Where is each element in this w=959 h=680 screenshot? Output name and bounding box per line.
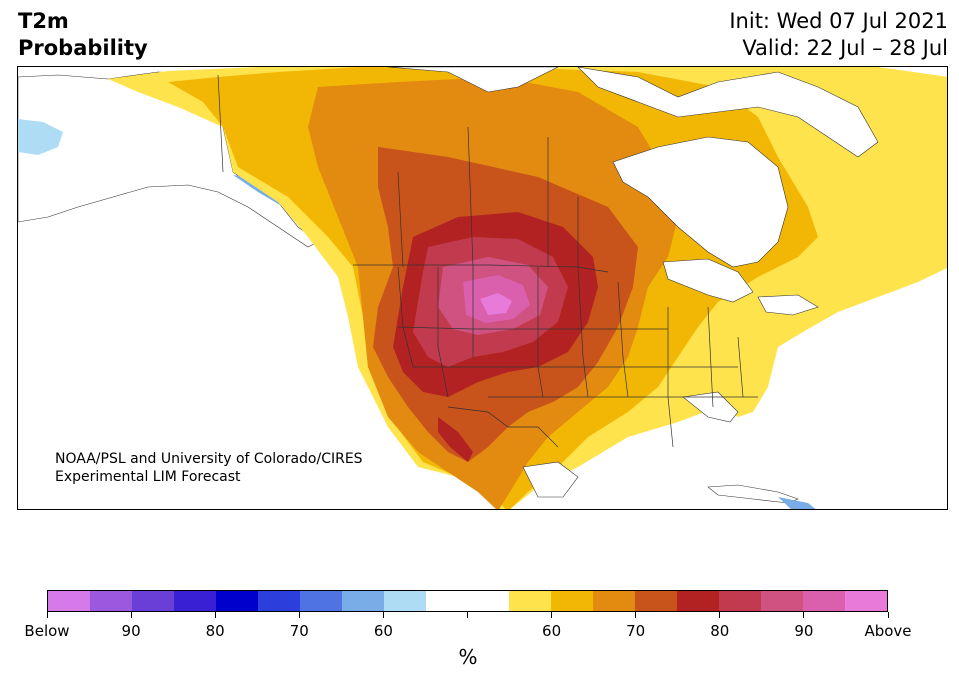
colorbar-unit: % <box>458 645 478 669</box>
colorbar-tick-label: 60 <box>373 622 393 640</box>
colorbar-tick-label: 80 <box>710 622 730 640</box>
caribbean-blue <box>778 497 816 509</box>
title-line-1: T2m <box>18 9 69 33</box>
colorbar-cell <box>299 591 342 611</box>
alaska-lightblue <box>18 119 63 155</box>
colorbar-cell <box>845 591 888 611</box>
colorbar-cell <box>509 591 552 611</box>
colorbar-tick-label: Above <box>864 622 912 640</box>
colorbar-tick-label: 70 <box>626 622 646 640</box>
colorbar-cell <box>719 591 762 611</box>
colorbar-tick-label: 90 <box>121 622 141 640</box>
colorbar-tick <box>298 612 300 618</box>
valid-dates: Valid: 22 Jul – 28 Jul <box>742 36 948 60</box>
credit-line-1: NOAA/PSL and University of Colorado/CIRE… <box>55 451 363 467</box>
great-lakes <box>662 258 819 316</box>
baja-red <box>438 417 473 462</box>
colorbar-tick <box>214 612 216 618</box>
colorbar-cell <box>467 591 510 611</box>
forecast-dates: Init: Wed 07 Jul 2021 Valid: 22 Jul – 28… <box>729 8 948 62</box>
colorbar-tick <box>635 612 637 618</box>
colorbar-cell <box>173 591 216 611</box>
hudson-bay <box>612 136 789 268</box>
probability-colorbar <box>47 590 888 612</box>
colorbar-tick <box>803 612 805 618</box>
credit-line-2: Experimental LIM Forecast <box>55 469 241 485</box>
colorbar-cell <box>761 591 804 611</box>
mexico-white <box>522 461 579 498</box>
colorbar-cell <box>48 591 90 611</box>
colorbar-cell <box>257 591 300 611</box>
band-magenta <box>480 293 512 315</box>
colorbar-tick-label: 60 <box>542 622 562 640</box>
colorbar-tick-label: 90 <box>794 622 814 640</box>
colorbar-cell <box>341 591 384 611</box>
colorbar-tick <box>46 612 48 618</box>
colorbar-cell <box>131 591 174 611</box>
colorbar-tick <box>719 612 721 618</box>
colorbar-cell <box>551 591 594 611</box>
map-title: T2m Probability <box>18 8 148 62</box>
colorbar-cell <box>215 591 258 611</box>
colorbar-cell <box>425 591 468 611</box>
colorbar-tick <box>887 612 889 618</box>
state-borders <box>217 74 758 448</box>
colorbar-tick <box>467 612 468 618</box>
colorbar-tick-label: Below <box>24 622 70 640</box>
colorbar-tick <box>382 612 384 618</box>
title-line-2: Probability <box>18 36 148 60</box>
colorbar-tick <box>130 612 132 618</box>
colorbar-tick <box>551 612 553 618</box>
init-date: Init: Wed 07 Jul 2021 <box>729 9 948 33</box>
colorbar-cell <box>803 591 846 611</box>
colorbar-cell <box>593 591 636 611</box>
colorbar-cell <box>89 591 132 611</box>
forecast-credit: NOAA/PSL and University of Colorado/CIRE… <box>55 450 363 486</box>
colorbar-cell <box>383 591 426 611</box>
probability-map <box>17 66 948 510</box>
colorbar-cell <box>635 591 678 611</box>
colorbar-cell <box>677 591 720 611</box>
map-canvas <box>18 67 947 509</box>
arctic-islands <box>387 67 879 158</box>
colorbar-tick-label: 80 <box>205 622 225 640</box>
colorbar-tick-label: 70 <box>289 622 309 640</box>
